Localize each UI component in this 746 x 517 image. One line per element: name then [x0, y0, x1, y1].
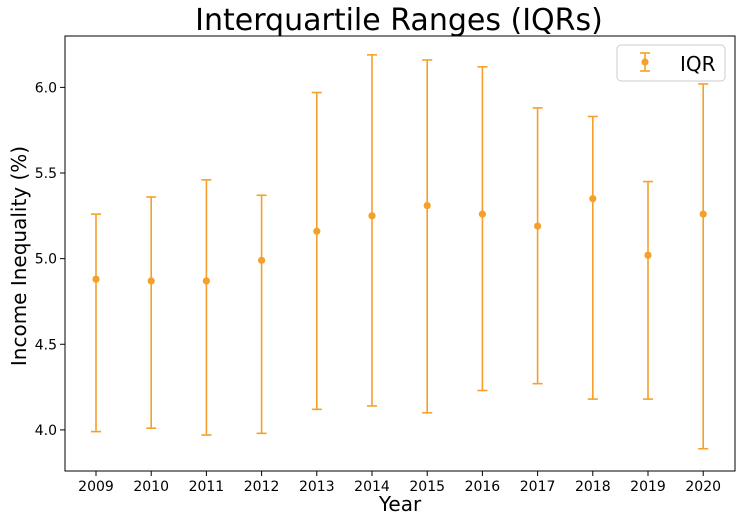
y-tick-label-5.0: 5.0 [35, 252, 57, 268]
plot-frame [64, 35, 736, 472]
chart-title: Interquartile Ranges (IQRs) [195, 3, 603, 38]
data-point-2018 [589, 195, 597, 203]
errorbar-2011 [201, 179, 212, 436]
x-tick-label-2020: 2020 [685, 479, 721, 495]
axis-ticks: 2009 2010 2011 2012 2013 2014 2015 2016 2017 2018… [35, 80, 721, 495]
legend-box [616, 44, 726, 82]
errorbar-2015 [422, 59, 433, 414]
x-tick-label-2011: 2011 [189, 479, 225, 495]
x-tick-label-2014: 2014 [354, 479, 390, 495]
data-point-2013 [313, 227, 321, 235]
data-point-2020 [699, 210, 707, 218]
data-point-2017 [534, 222, 542, 230]
x-tick-label-2018: 2018 [575, 479, 611, 495]
x-tick-label-2019: 2019 [630, 479, 666, 495]
legend-point [641, 58, 649, 66]
x-tick-label-2009: 2009 [78, 479, 114, 495]
y-tick-label-4.0: 4.0 [35, 423, 57, 439]
x-tick-label-2015: 2015 [409, 479, 445, 495]
y-tick-label-4.5: 4.5 [35, 337, 57, 353]
x-tick-label-2013: 2013 [299, 479, 335, 495]
errorbar-2014 [367, 54, 377, 407]
errorbar-2020 [698, 83, 709, 450]
errorbar-2016 [477, 66, 488, 392]
y-tick-label-6.0: 6.0 [35, 80, 57, 96]
legend-label-iqr: IQR [680, 52, 716, 76]
errorbar-2013 [311, 91, 322, 411]
errorbar-2010 [146, 196, 157, 429]
errorbar-2019 [643, 180, 653, 400]
data-point-2009 [92, 275, 100, 283]
y-axis-label: Income Inequality (%) [7, 146, 31, 366]
data-point-2011 [202, 277, 210, 285]
errorbar-2009 [91, 213, 101, 433]
data-point-2014 [368, 212, 376, 220]
data-point-2016 [478, 210, 486, 218]
data-point-2019 [644, 251, 652, 259]
data-point-2012 [258, 256, 266, 264]
legend: IQR [616, 44, 726, 82]
errorbar-2018 [587, 115, 598, 400]
x-axis-label: Year [378, 492, 422, 516]
y-tick-label-5.5: 5.5 [35, 166, 57, 182]
x-tick-label-2016: 2016 [465, 479, 501, 495]
data-point-2015 [423, 201, 431, 210]
errorbar-2017 [532, 107, 543, 385]
errorbar-2012 [256, 194, 267, 435]
chart-marks [91, 54, 709, 450]
x-tick-label-2017: 2017 [520, 479, 556, 495]
x-tick-label-2010: 2010 [133, 479, 169, 495]
x-tick-label-2012: 2012 [244, 479, 280, 495]
legend-marker [640, 52, 650, 72]
data-point-2010 [147, 277, 155, 285]
